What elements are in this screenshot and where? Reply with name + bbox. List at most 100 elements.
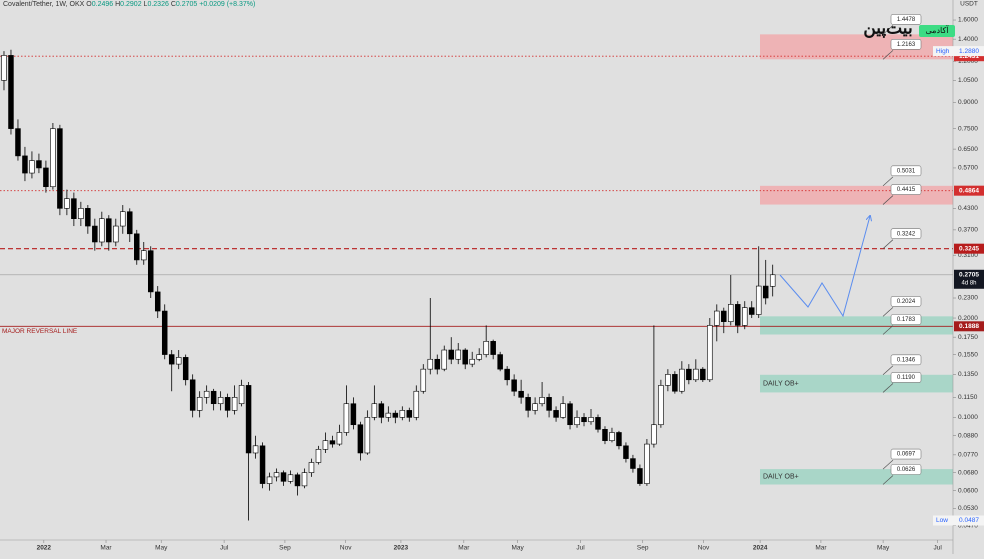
overlay: 1.4478 1.2163 0.5031 0.4415 0.2024 0.1783 0.13… — [882, 14, 984, 526]
candle-body — [539, 397, 545, 405]
candle-body — [36, 160, 42, 169]
candle-body — [588, 417, 594, 423]
ohlc-prefix: O — [86, 1, 92, 8]
candle-body — [581, 417, 587, 423]
callout-leader — [882, 325, 894, 335]
x-tick-label: May — [877, 545, 890, 552]
ohlc-prefix: C — [171, 1, 176, 8]
extreme-value: 0.0487 — [959, 517, 979, 524]
candle-body — [315, 449, 322, 463]
y-tick-label: 0.0880 — [958, 432, 978, 439]
y-tick-label: 1.0500 — [958, 77, 978, 84]
candle-body — [196, 397, 203, 411]
x-tick-label: May — [155, 545, 168, 552]
candle-body — [609, 432, 615, 441]
candle-body — [469, 358, 475, 365]
extreme-value: 1.2880 — [959, 48, 979, 55]
y-tick-label: 1.6000 — [958, 17, 978, 24]
x-tick-label: Mar — [100, 545, 112, 552]
extreme-name: Low — [936, 517, 948, 524]
y-tick-label: 0.2300 — [958, 295, 978, 302]
ohlc-value: 0.2496 — [92, 1, 114, 8]
candle-body — [532, 403, 538, 411]
candle-body — [623, 445, 629, 459]
candle-body — [762, 285, 769, 299]
x-tick-label: 2024 — [753, 545, 768, 552]
level-label: MAJOR REVERSAL LINE — [2, 328, 78, 335]
candle-body — [238, 385, 245, 405]
zone — [760, 34, 953, 60]
candle-body — [679, 368, 685, 392]
y-tick-label: 0.4300 — [958, 205, 978, 212]
callout-leader — [882, 195, 894, 205]
x-tick-label: Nov — [340, 545, 352, 552]
candle-body — [15, 128, 21, 157]
header: Covalent/Tether, 1W, OKX O0.2496 H0.2902… — [3, 1, 255, 8]
price-badge-label: 0.3245 — [959, 245, 979, 252]
candle-body — [427, 358, 434, 370]
callout-box — [890, 296, 922, 307]
y-tick-label: 0.0600 — [958, 487, 978, 494]
y-tick-label: 1.4000 — [958, 36, 978, 43]
callout-label: 1.4478 — [897, 17, 916, 23]
zone-label: DAILY OB+ — [763, 474, 799, 481]
callout-box — [890, 14, 922, 25]
candle-body — [686, 368, 692, 381]
callout-box — [890, 184, 922, 195]
extreme-name: High — [936, 48, 950, 55]
zone-label: DAILY OB+ — [763, 380, 799, 387]
candle-body — [64, 198, 70, 209]
candle-body — [92, 225, 98, 243]
candle-body — [134, 233, 140, 261]
candle-body — [113, 225, 119, 243]
candle-body — [85, 208, 91, 227]
candle-body — [301, 472, 308, 487]
candle-body — [378, 403, 385, 418]
y-tick-label: 0.1750 — [958, 334, 978, 341]
candle-body — [441, 349, 447, 370]
y-tick-label: 0.1150 — [958, 394, 978, 401]
candle-body — [245, 385, 252, 454]
x-tick-label: Jul — [220, 545, 229, 552]
candle-body — [616, 432, 622, 447]
callout-box — [890, 228, 922, 239]
candle-body — [546, 397, 552, 411]
candle-body — [127, 211, 133, 235]
candle-body — [497, 354, 503, 370]
candle-body — [71, 198, 77, 220]
candle-body — [259, 445, 266, 484]
y-tick-label: 0.3100 — [958, 252, 978, 259]
candle-body — [154, 291, 161, 312]
candle-body — [595, 417, 601, 430]
candle-body — [273, 472, 280, 478]
candle-body — [231, 397, 238, 411]
last-price-badge — [954, 269, 984, 289]
candle-body — [476, 354, 482, 360]
zone — [760, 316, 953, 335]
callout-label: 0.0697 — [897, 452, 916, 458]
candle-body — [350, 403, 357, 426]
x-tick-label: Jul — [933, 545, 942, 552]
candle-body — [392, 412, 399, 418]
candle-body — [574, 417, 580, 426]
candle-body — [203, 390, 210, 398]
y-tick-label: 0.7500 — [958, 125, 978, 132]
unit-label: USDT — [960, 1, 978, 8]
callout-box — [890, 165, 922, 177]
callout-label: 1.2163 — [897, 42, 916, 48]
price-badge-label: 0.1888 — [959, 323, 979, 330]
candle-body — [322, 440, 329, 450]
candle-body — [22, 155, 28, 174]
candle-body — [693, 368, 699, 381]
candle-body — [210, 390, 217, 405]
candle-body — [483, 341, 489, 355]
candle-body — [168, 354, 175, 365]
candle-body — [287, 474, 294, 482]
candle-body — [560, 403, 566, 418]
candle-body — [769, 274, 776, 287]
y-tick-label: 0.5700 — [958, 165, 978, 172]
candle-body — [175, 357, 182, 365]
extreme-box — [933, 515, 984, 526]
